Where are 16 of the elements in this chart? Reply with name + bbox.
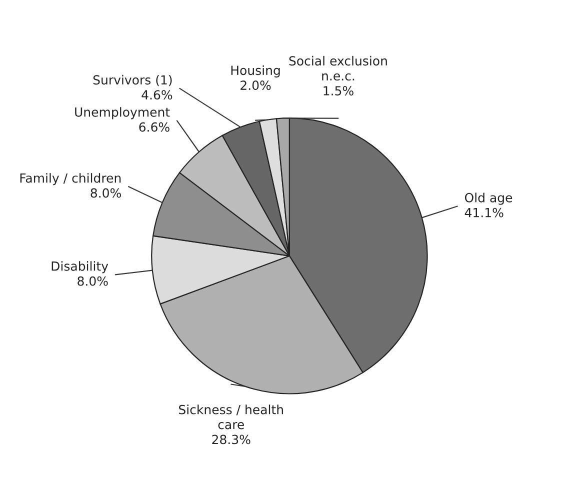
slice-label: Unemployment [75,107,170,120]
data-label: 41.1% [464,208,504,218]
data-label: 2.0% [240,80,271,90]
data-label: 1.5% [324,86,354,96]
slice-label: Housing [231,65,280,78]
data-label: 6.6% [139,122,170,132]
slice-label: Family / children [20,173,121,186]
data-label: 8.0% [90,188,121,198]
slice-label: Survivors (1) [93,74,172,86]
slice-label: Old age [464,192,512,205]
slice-label: Disability [52,261,108,274]
slice-label: Social exclusion n.e.c. [289,56,387,81]
data-label: 28.3% [212,434,250,444]
data-label: 8.0% [78,276,108,286]
slice-label: Sickness / health care [178,404,283,430]
data-label: 4.6% [142,90,172,100]
